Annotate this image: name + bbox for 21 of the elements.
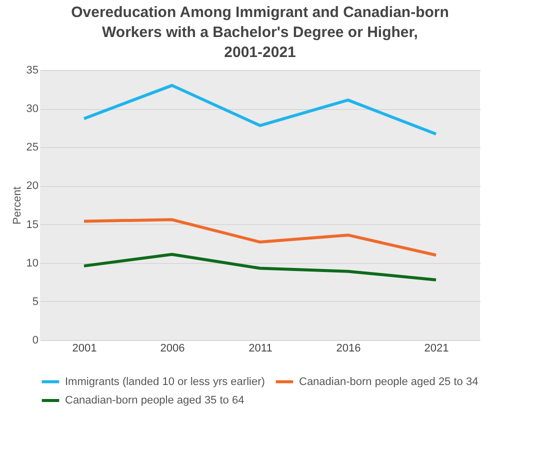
legend-label: Canadian-born people aged 25 to 34: [299, 376, 478, 388]
chart-title: Overeducation Among Immigrant and Canadian-born Workers with a Bachelor's Degree or Higher, 2001-2021: [71, 4, 449, 61]
x-tick-label: 2006: [160, 342, 185, 354]
line-series: [82, 218, 438, 257]
y-tick-label: 30: [26, 103, 38, 116]
y-tick-label: 20: [26, 180, 38, 192]
y-tick-label: 0: [32, 334, 38, 346]
y-tick-label: 15: [26, 218, 38, 231]
y-tick-label: 5: [32, 296, 38, 308]
line-series: [82, 84, 438, 136]
y-tick-label: 25: [26, 142, 38, 154]
legend-label: Immigrants (landed 10 or less yrs earlier): [65, 376, 265, 388]
line-series: [82, 252, 438, 282]
y-axis-title: Percent: [11, 186, 24, 224]
legend-label: Canadian-born people aged 35 to 64: [65, 394, 244, 406]
x-tick-label: 2016: [336, 342, 361, 354]
x-tick-label: 2011: [248, 342, 272, 354]
y-tick-label: 10: [26, 257, 38, 270]
y-tick-label: 35: [26, 64, 38, 76]
x-tick-label: 2001: [72, 342, 97, 354]
x-tick-label: 2021: [424, 342, 449, 354]
